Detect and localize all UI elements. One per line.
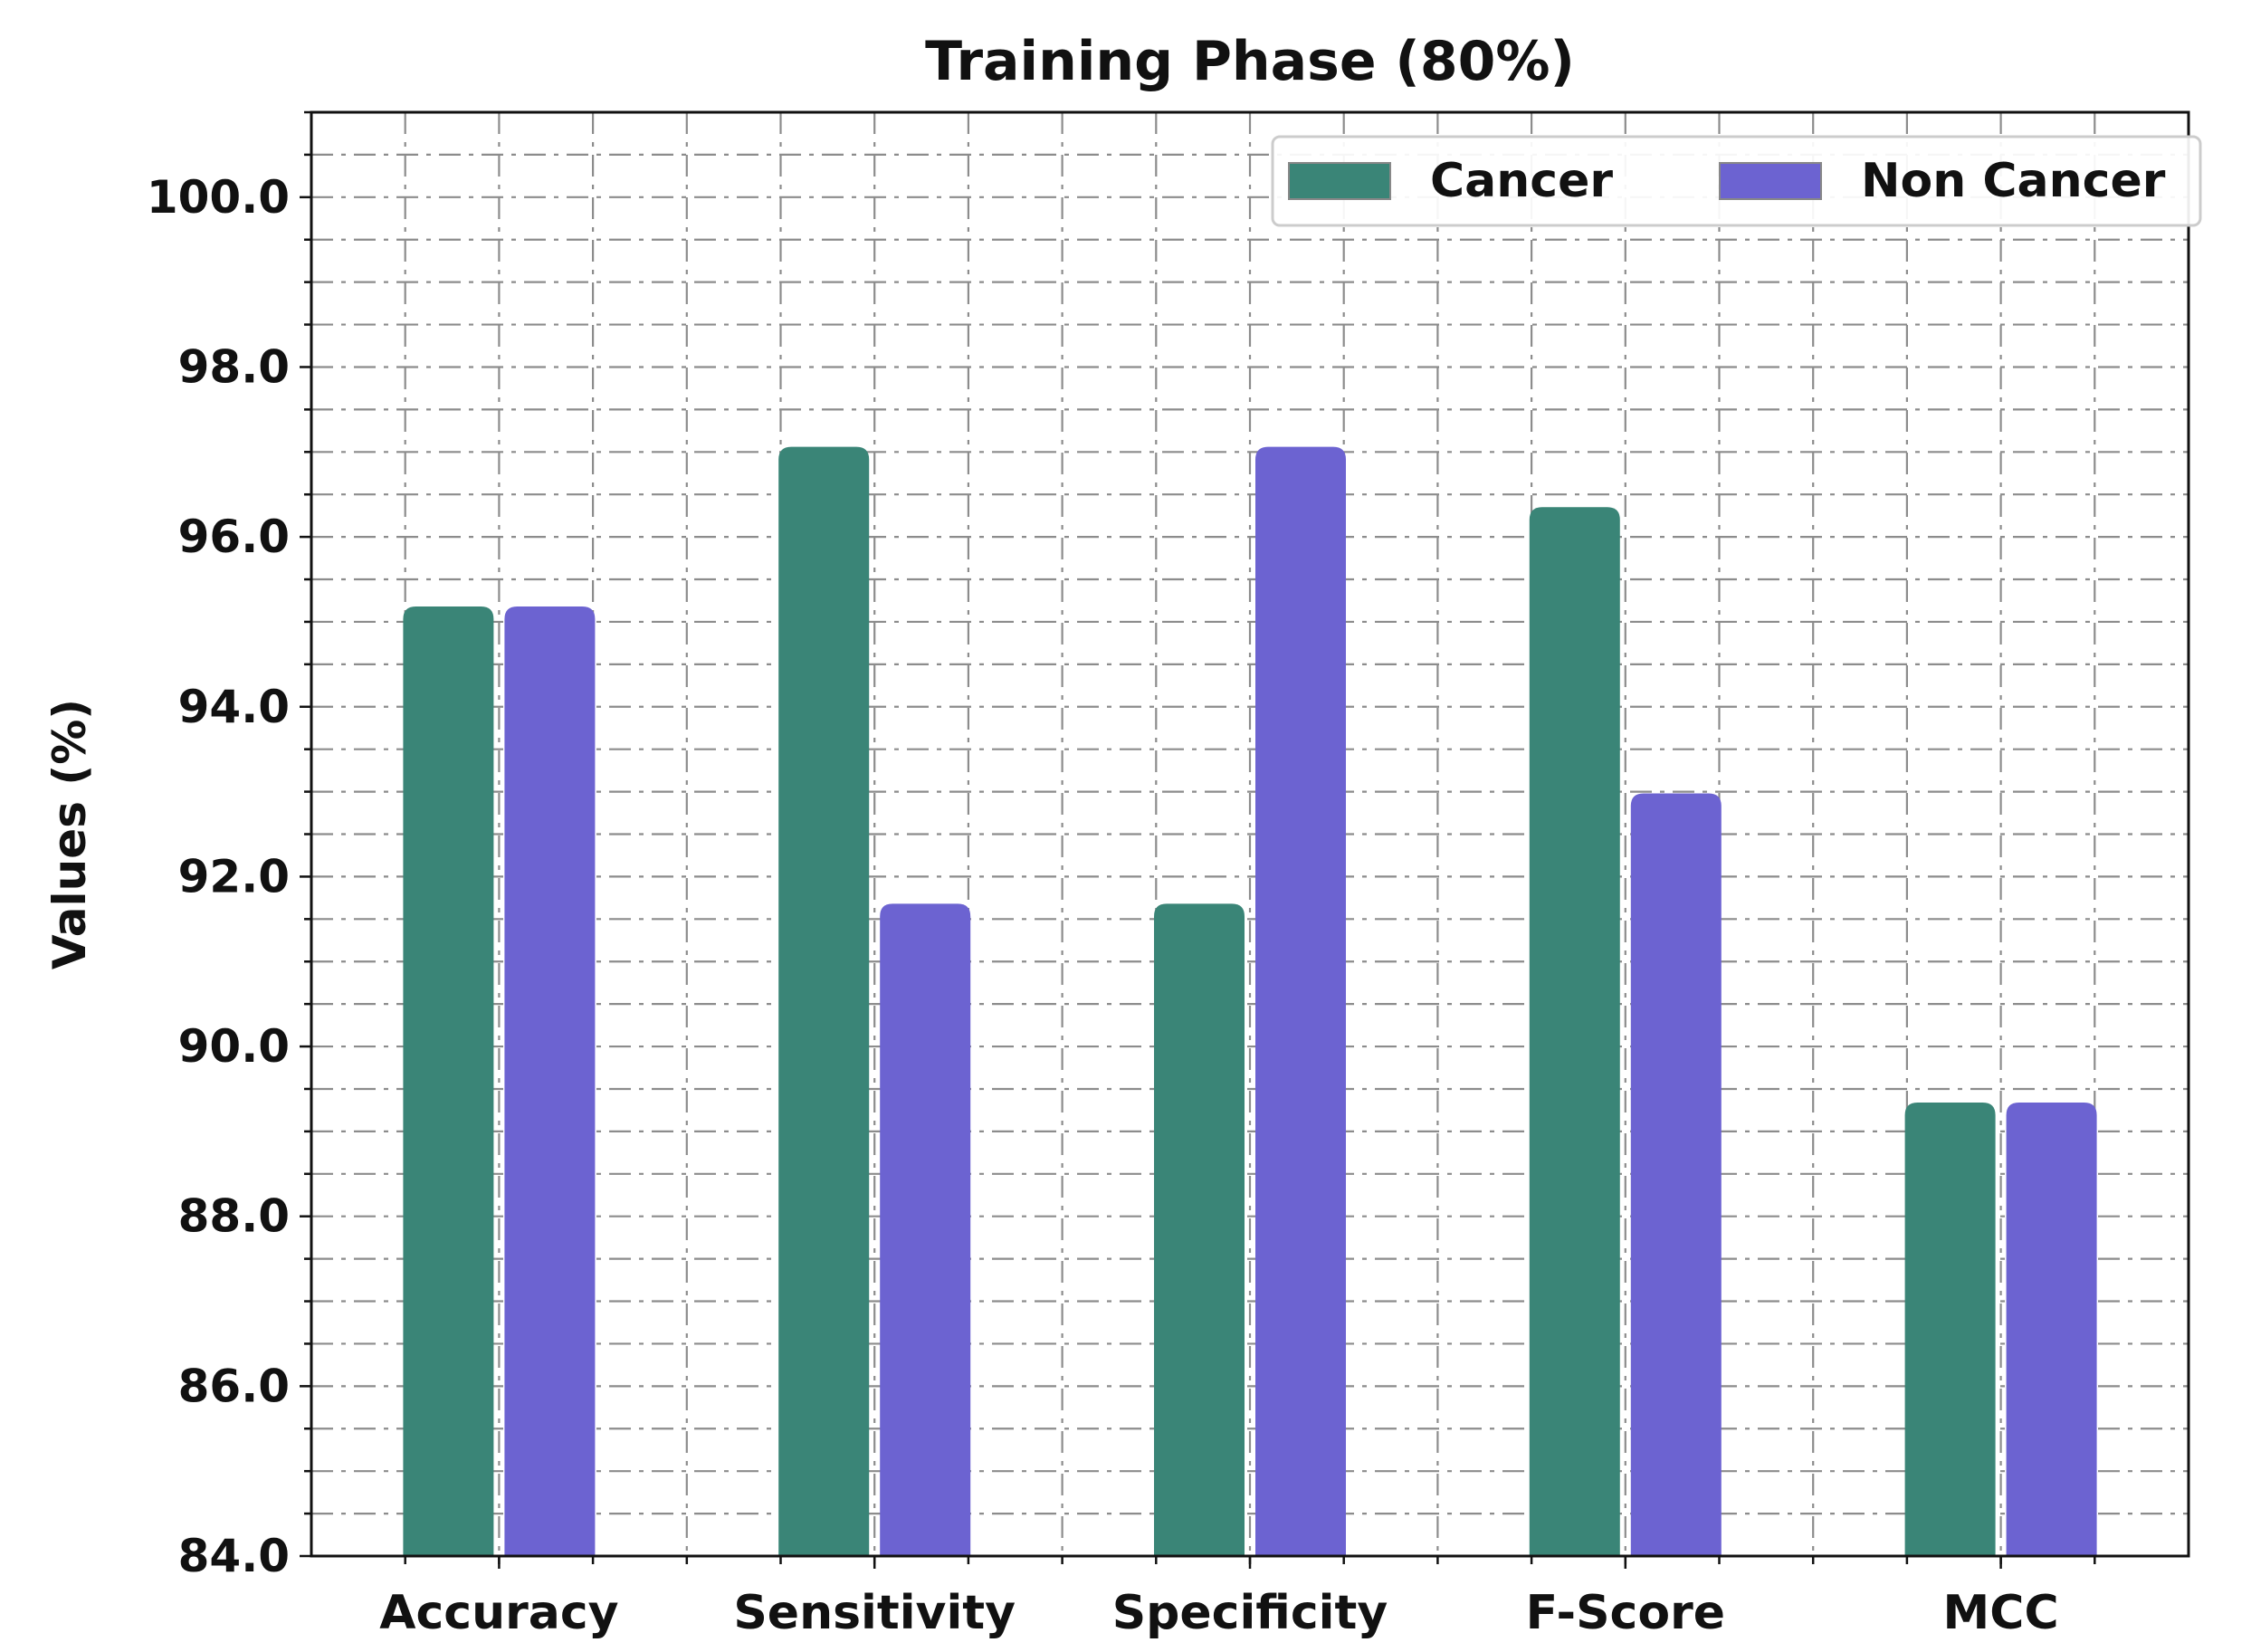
- y-tick-label: 96.0: [178, 511, 290, 563]
- legend-swatch-non-cancer: [1719, 162, 1822, 200]
- legend-swatch-cancer: [1288, 162, 1391, 200]
- y-axis-label: Values (%): [43, 699, 96, 969]
- x-tick-label: MCC: [1943, 1586, 2059, 1640]
- y-tick-label: 84.0: [178, 1530, 290, 1582]
- y-tick-label: 100.0: [147, 171, 290, 224]
- y-tick-label: 94.0: [178, 681, 290, 733]
- bar-non-cancer-accuracy: [504, 606, 596, 1556]
- y-tick-label: 98.0: [178, 340, 290, 393]
- legend: Cancer Non Cancer: [1271, 135, 2202, 227]
- bars: [403, 446, 2097, 1557]
- bar-non-cancer-specificity: [1255, 446, 1346, 1557]
- legend-label: Non Cancer: [1861, 154, 2166, 208]
- axis-ticks: 84.0 86.0 88.0 90.0 92.0 94.0 96.0 98.0 100.0 Acc…: [147, 110, 2096, 1640]
- x-tick-label: Accuracy: [379, 1586, 618, 1640]
- bar-cancer-mcc: [1904, 1102, 1996, 1556]
- bar-non-cancer-f-score: [1630, 793, 1722, 1556]
- y-tick-label: 92.0: [178, 850, 290, 902]
- chart-title: Training Phase (80%): [925, 30, 1575, 93]
- legend-label: Cancer: [1430, 154, 1613, 208]
- x-tick-label: Sensitivity: [733, 1586, 1016, 1640]
- bar-cancer-accuracy: [403, 606, 494, 1556]
- y-tick-label: 88.0: [178, 1190, 290, 1243]
- bar-cancer-sensitivity: [778, 446, 870, 1557]
- bar-non-cancer-mcc: [2006, 1102, 2097, 1556]
- bar-non-cancer-sensitivity: [880, 903, 971, 1556]
- x-tick-label: Specificity: [1112, 1586, 1388, 1640]
- y-tick-label: 90.0: [178, 1020, 290, 1073]
- y-tick-label: 86.0: [178, 1360, 290, 1412]
- bar-cancer-f-score: [1529, 507, 1620, 1556]
- x-tick-label: F-Score: [1526, 1586, 1725, 1640]
- bar-cancer-specificity: [1154, 903, 1245, 1556]
